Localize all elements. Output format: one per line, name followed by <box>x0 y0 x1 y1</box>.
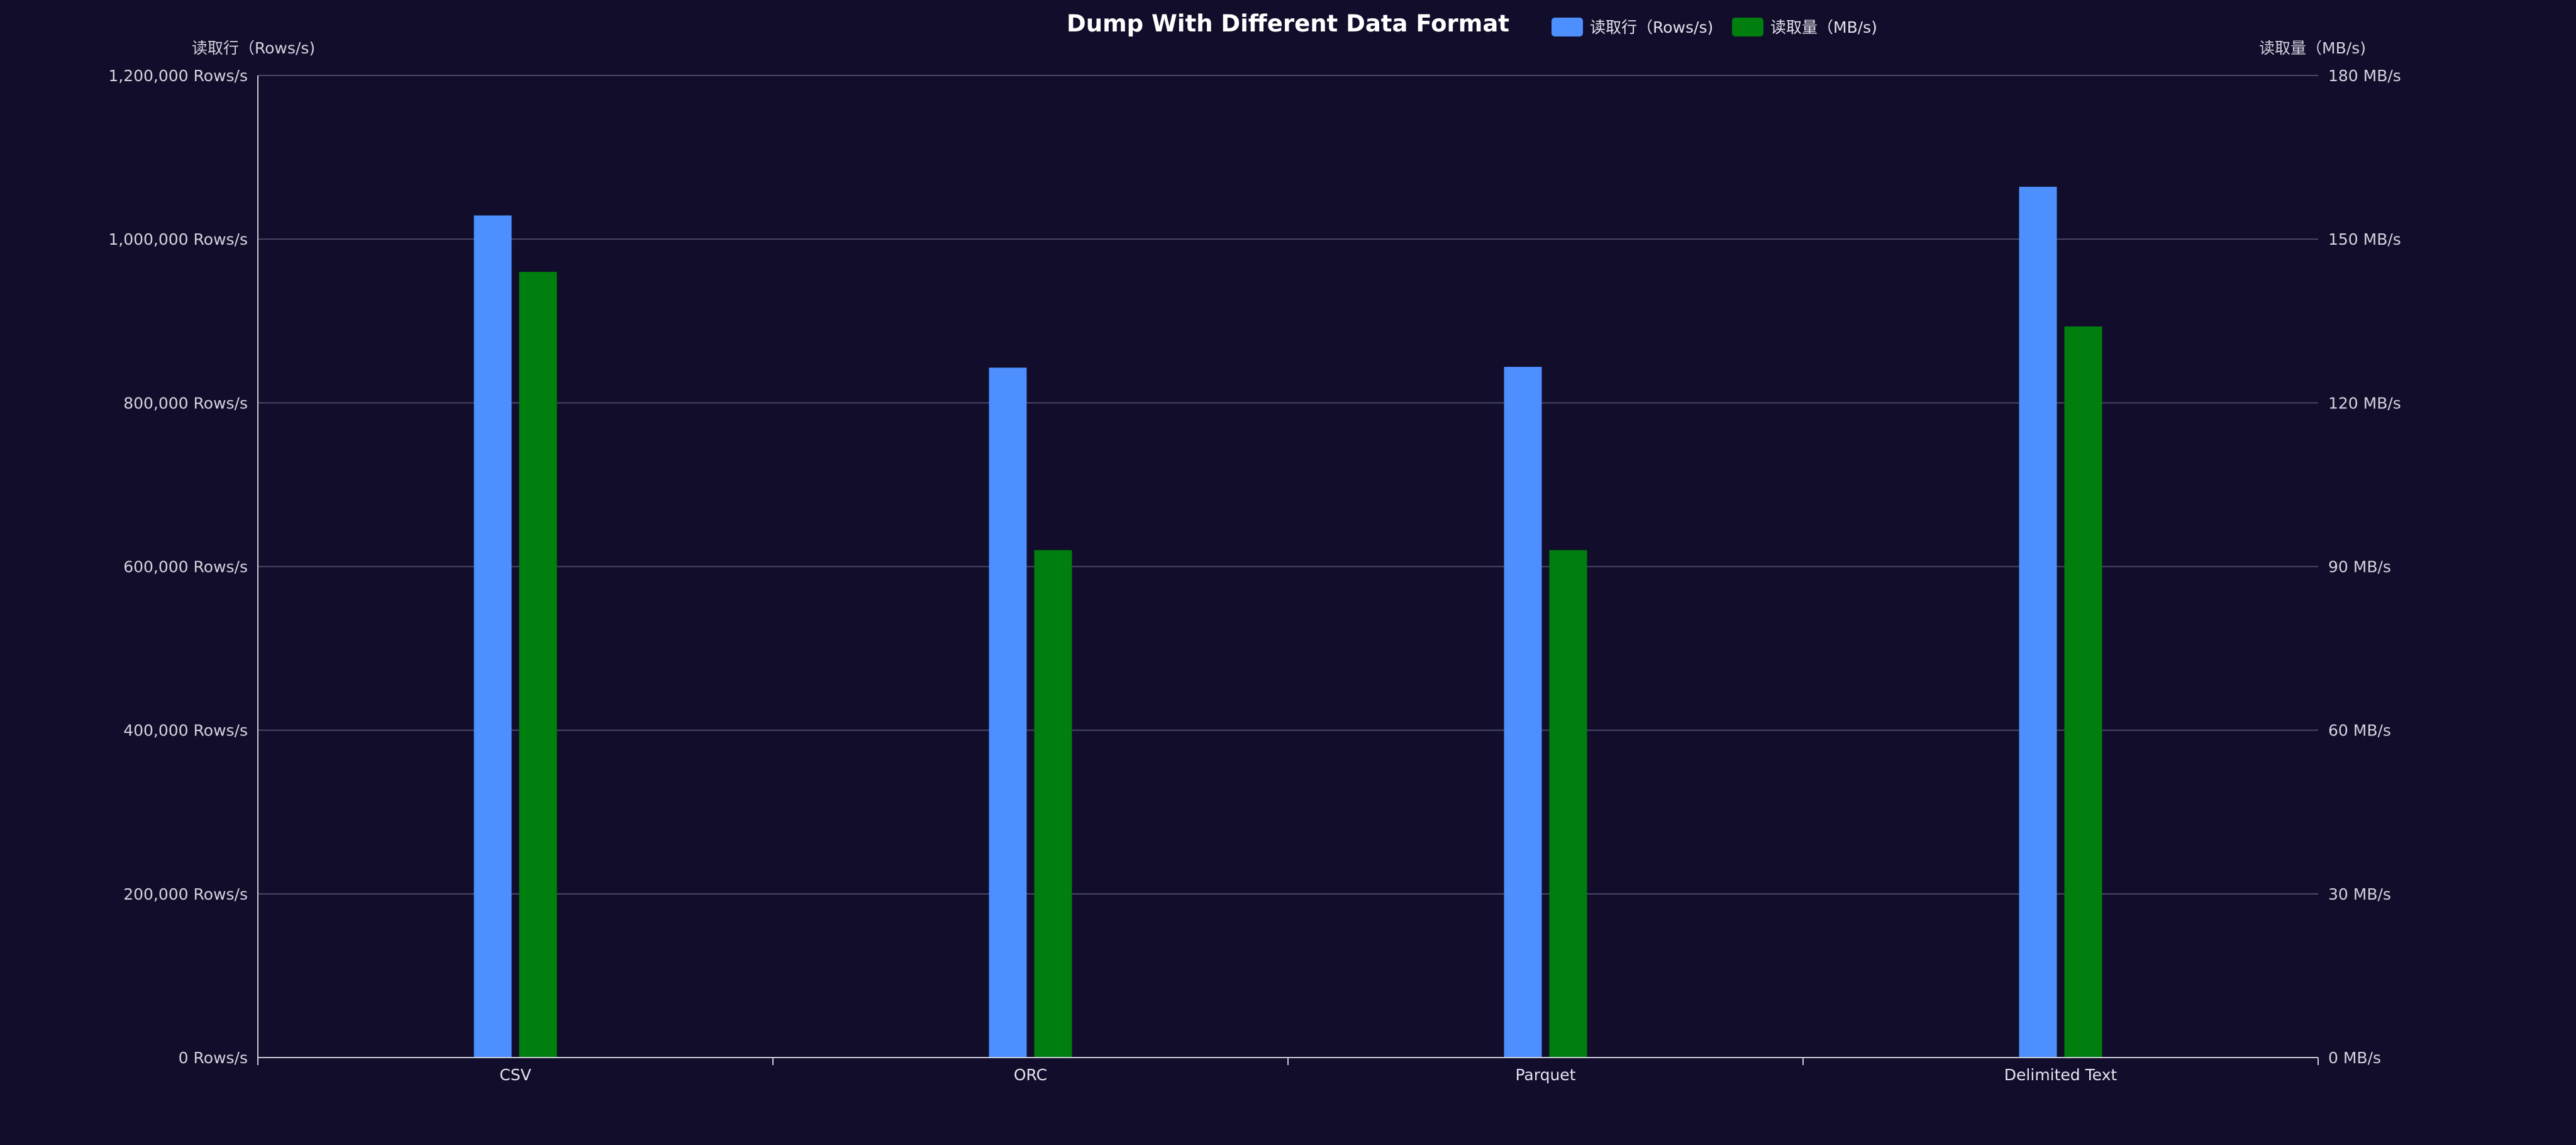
legend[interactable]: 读取行（Rows/s) 读取量（MB/s) <box>1552 18 1877 36</box>
bar-mb-csv <box>519 272 557 1058</box>
tick-labels: 0 Rows/s 200,000 Rows/s 400,000 Rows/s 600,… <box>108 67 2401 1084</box>
legend-swatch-rows[interactable] <box>1552 18 1583 36</box>
bar-rows-parquet <box>1504 367 1542 1058</box>
bar-mb-orc <box>1034 550 1072 1058</box>
y-right-tick-label: 30 MB/s <box>2328 885 2391 903</box>
chart-title: Dump With Different Data Format <box>1067 10 1509 37</box>
legend-swatch-mb[interactable] <box>1732 18 1763 36</box>
y-right-tick-label: 180 MB/s <box>2328 67 2401 85</box>
y-right-tick-label: 90 MB/s <box>2328 558 2391 576</box>
x-tick-label: CSV <box>499 1066 531 1084</box>
bar-rows-csv <box>474 215 512 1058</box>
y-right-tick-label: 60 MB/s <box>2328 722 2391 740</box>
y-right-tick-label: 150 MB/s <box>2328 230 2401 249</box>
y-left-tick-label: 1,000,000 Rows/s <box>108 230 248 249</box>
y-right-tick-label: 0 MB/s <box>2328 1049 2381 1067</box>
y-left-tick-label: 200,000 Rows/s <box>123 885 248 903</box>
gridlines <box>258 75 2318 895</box>
y-left-tick-label: 800,000 Rows/s <box>123 394 248 412</box>
legend-label-mb[interactable]: 读取量（MB/s) <box>1770 18 1877 36</box>
axes <box>257 75 2319 1065</box>
bar-rows-orc <box>989 367 1027 1058</box>
y-left-tick-label: 0 Rows/s <box>179 1049 248 1067</box>
legend-label-rows[interactable]: 读取行（Rows/s) <box>1590 18 1713 36</box>
y-right-axis-title: 读取量（MB/s) <box>2259 39 2366 57</box>
x-tick-label: ORC <box>1014 1066 1047 1084</box>
x-tick-label: Parquet <box>1515 1066 1575 1084</box>
x-tick-label: Delimited Text <box>2004 1066 2118 1084</box>
bar-mb-parquet <box>1549 550 1587 1058</box>
bars <box>474 186 2102 1058</box>
bar-rows-delimited-text <box>2019 186 2057 1058</box>
y-left-axis-title: 读取行（Rows/s) <box>192 39 315 57</box>
y-right-tick-label: 120 MB/s <box>2328 394 2401 412</box>
bar-mb-delimited-text <box>2064 326 2102 1058</box>
y-left-tick-label: 400,000 Rows/s <box>123 722 248 740</box>
y-left-tick-label: 1,200,000 Rows/s <box>108 67 248 85</box>
y-left-tick-label: 600,000 Rows/s <box>123 558 248 576</box>
